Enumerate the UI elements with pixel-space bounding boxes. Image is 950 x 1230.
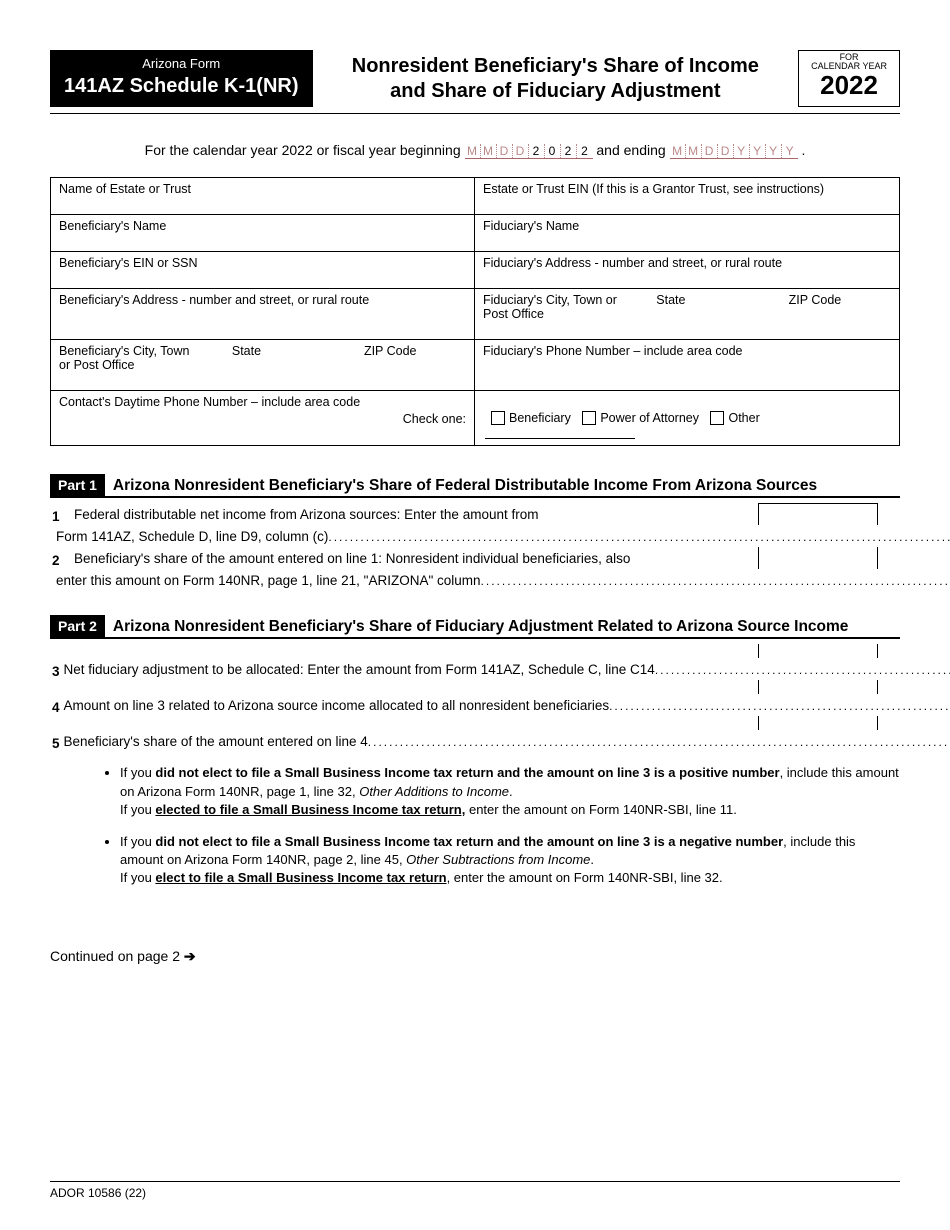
leader-dots <box>655 661 950 679</box>
ck-beneficiary-label: Beneficiary <box>509 411 571 425</box>
leader-dots <box>609 697 950 715</box>
beneficiary-city-label: Beneficiary's City, Town or Post Office <box>59 344 202 372</box>
title-line2: and Share of Fiduciary Adjustment <box>323 79 789 104</box>
form-code-box: Arizona Form 141AZ Schedule K-1(NR) <box>50 50 313 107</box>
ador-number: ADOR 10586 (22) <box>50 1186 146 1200</box>
title-line1: Nonresident Beneficiary's Share of Incom… <box>323 54 789 79</box>
beneficiary-ein-field[interactable]: Beneficiary's EIN or SSN <box>51 251 475 288</box>
line3-number: 3 <box>50 664 60 680</box>
fiduciary-city-row[interactable]: Fiduciary's City, Town or Post Office St… <box>475 288 899 339</box>
ck-poa-label: Power of Attorney <box>600 411 699 425</box>
beneficiary-name-field[interactable]: Beneficiary's Name <box>51 214 475 251</box>
arrow-right-icon: ➔ <box>184 948 196 964</box>
part1-header: Part 1 Arizona Nonresident Beneficiary's… <box>50 474 900 498</box>
line1-desc-a: Federal distributable net income from Ar… <box>70 504 736 525</box>
year-box: FOR CALENDAR YEAR 2022 <box>798 50 900 107</box>
fiscal-end-input[interactable]: M M D D Y Y Y Y <box>670 144 798 159</box>
calendar-year-line: For the calendar year 2022 or fiscal yea… <box>50 142 900 159</box>
line2-desc-b: enter this amount on Form 140NR, page 1,… <box>56 572 481 590</box>
leader-dots <box>368 733 950 751</box>
state-form-label: Arizona Form <box>64 56 299 73</box>
line4-number: 4 <box>50 700 60 716</box>
line5-number: 5 <box>50 736 60 752</box>
note-bullet-1: If you did not elect to file a Small Bus… <box>120 764 900 819</box>
info-table: Name of Estate or Trust Estate or Trust … <box>50 177 900 447</box>
form-title: Nonresident Beneficiary's Share of Incom… <box>313 50 799 107</box>
part2-header: Part 2 Arizona Nonresident Beneficiary's… <box>50 615 900 639</box>
part2-lines: 3 Net fiduciary adjustment to be allocat… <box>50 644 900 752</box>
form-code: 141AZ Schedule K-1(NR) <box>64 75 299 97</box>
beneficiary-address-field[interactable]: Beneficiary's Address - number and stree… <box>51 288 475 339</box>
instruction-notes: If you did not elect to file a Small Bus… <box>120 764 900 887</box>
line1-amount-top <box>758 503 878 525</box>
cy-prefix: For the calendar year 2022 or fiscal yea… <box>145 142 465 158</box>
part1-tag: Part 1 <box>50 474 105 496</box>
checkbox-other[interactable] <box>710 411 724 425</box>
ck-other-label: Other <box>728 411 759 425</box>
checkbox-poa[interactable] <box>582 411 596 425</box>
part1-lines: 1 Federal distributable net income from … <box>50 503 900 591</box>
contact-phone-label: Contact's Daytime Phone Number – include… <box>59 395 466 409</box>
fiduciary-city-label: Fiduciary's City, Town or Post Office <box>483 293 626 321</box>
line1-desc-b: Form 141AZ, Schedule D, line D9, column … <box>56 528 328 546</box>
line1-number: 1 <box>50 509 70 525</box>
line2-desc-a: Beneficiary's share of the amount entere… <box>70 548 736 569</box>
line3-desc: Net fiduciary adjustment to be allocated… <box>64 661 655 679</box>
form-header: Arizona Form 141AZ Schedule K-1(NR) Nonr… <box>50 50 900 114</box>
cy-mid: and ending <box>593 142 670 158</box>
part2-tag: Part 2 <box>50 615 105 637</box>
line2-number: 2 <box>50 553 70 569</box>
beneficiary-state-label: State <box>232 344 334 372</box>
other-text-input[interactable] <box>485 438 635 439</box>
form-footer: ADOR 10586 (22) <box>50 1181 900 1200</box>
line2-amount-top <box>758 547 878 569</box>
beneficiary-zip-label: ZIP Code <box>364 344 466 372</box>
fiscal-begin-input[interactable]: M M D D 2 0 2 2 <box>465 144 593 159</box>
tax-year: 2022 <box>820 70 878 100</box>
beneficiary-city-row[interactable]: Beneficiary's City, Town or Post Office … <box>51 339 475 390</box>
checkbox-beneficiary[interactable] <box>491 411 505 425</box>
leader-dots <box>328 528 950 546</box>
estate-ein-field[interactable]: Estate or Trust EIN (If this is a Granto… <box>475 178 899 214</box>
estate-name-field[interactable]: Name of Estate or Trust <box>51 178 475 214</box>
line4-desc: Amount on line 3 related to Arizona sour… <box>64 697 610 715</box>
fiduciary-zip-label: ZIP Code <box>789 293 891 321</box>
fiduciary-name-field[interactable]: Fiduciary's Name <box>475 214 899 251</box>
part1-title: Arizona Nonresident Beneficiary's Share … <box>113 477 817 495</box>
line5-desc: Beneficiary's share of the amount entere… <box>64 733 368 751</box>
leader-dots <box>481 572 950 590</box>
note-bullet-2: If you did not elect to file a Small Bus… <box>120 833 900 888</box>
continued-label: Continued on page 2 ➔ <box>50 948 900 965</box>
check-one-label: Check one: <box>403 412 466 426</box>
fiduciary-state-label: State <box>656 293 758 321</box>
cy-suffix: . <box>798 142 806 158</box>
part2-title: Arizona Nonresident Beneficiary's Share … <box>113 618 849 636</box>
fiduciary-phone-field[interactable]: Fiduciary's Phone Number – include area … <box>475 339 899 390</box>
fiduciary-address-field[interactable]: Fiduciary's Address - number and street,… <box>475 251 899 288</box>
